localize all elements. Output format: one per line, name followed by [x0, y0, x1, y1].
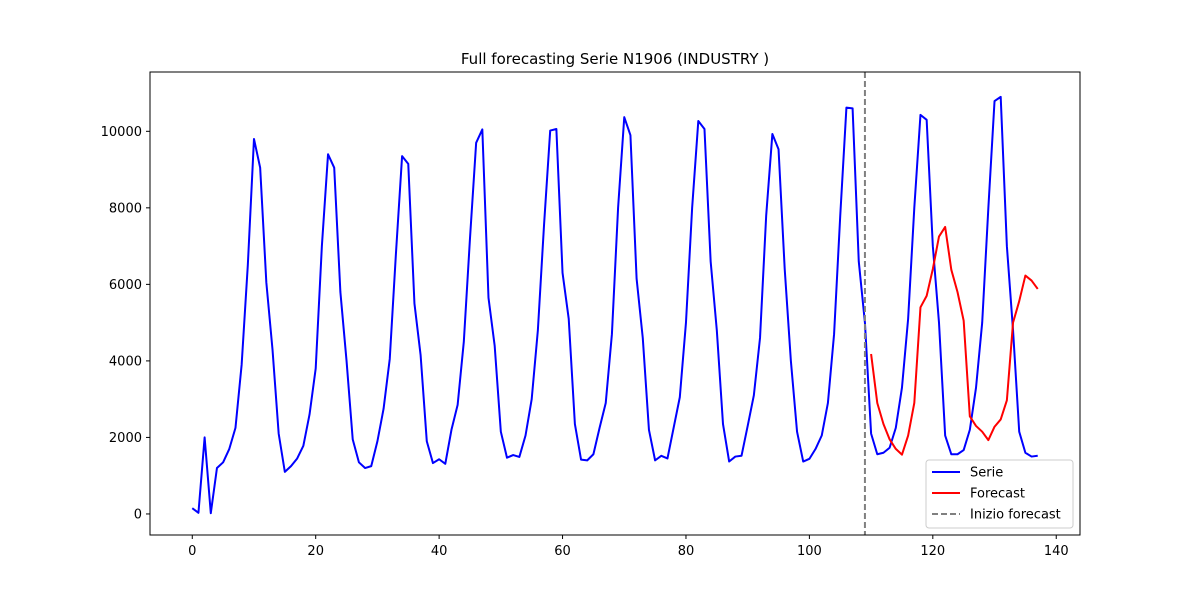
x-tick-label: 60	[554, 544, 571, 559]
plot-area	[191, 72, 1039, 535]
y-tick-label: 0	[134, 507, 142, 522]
y-tick-label: 10000	[101, 125, 142, 140]
x-tick-label: 140	[1044, 544, 1069, 559]
y-tick-label: 4000	[109, 354, 142, 369]
legend-label: Forecast	[970, 487, 1025, 502]
axes-frame	[149, 71, 1081, 536]
chart-title: Full forecasting Serie N1906 (INDUSTRY )	[461, 50, 769, 68]
y-tick-label: 8000	[109, 201, 142, 216]
x-tick-label: 20	[307, 544, 324, 559]
legend: Serie Forecast Inizio forecast	[925, 459, 1074, 529]
x-tick-label: 0	[188, 544, 196, 559]
series-line-serie	[191, 95, 1038, 515]
y-tick-label: 6000	[109, 278, 142, 293]
legend-label: Serie	[970, 466, 1003, 481]
legend-label: Inizio forecast	[970, 508, 1061, 523]
x-tick-label: 100	[797, 544, 822, 559]
legend-box	[925, 459, 1074, 529]
axes: 0 20 40 60 80 100 120 140 0 2000 4000 6000 8000 10000	[101, 71, 1081, 559]
series-line-forecast	[870, 225, 1039, 456]
x-tick-label: 80	[678, 544, 695, 559]
y-tick-label: 2000	[109, 431, 142, 446]
x-tick-label: 40	[431, 544, 448, 559]
x-tick-label: 120	[920, 544, 945, 559]
